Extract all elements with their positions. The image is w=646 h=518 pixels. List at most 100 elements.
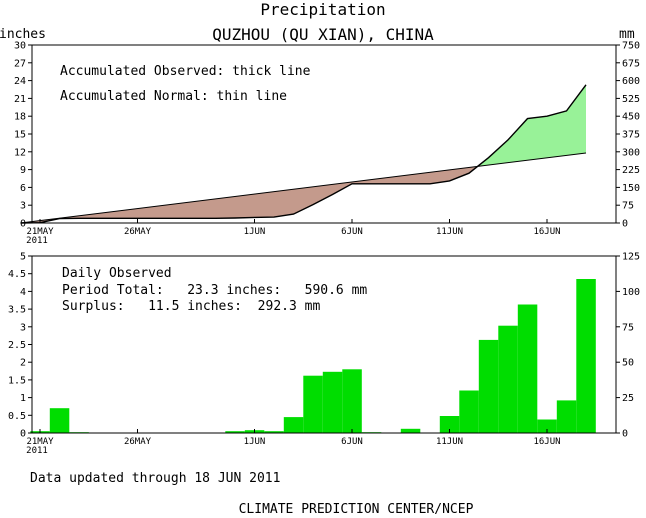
right-unit-label: mm	[619, 27, 635, 42]
daily-bar-14	[478, 339, 499, 433]
deficit-area-14-0	[293, 186, 313, 215]
accumulated-right-tick-label-9: 675	[622, 58, 640, 69]
deficit-area-11-0	[235, 194, 255, 218]
daily-right-tick-label-2: 50	[622, 358, 634, 369]
daily-left-tick-label-3: 1.5	[8, 375, 26, 386]
deficit-area-8-0	[176, 201, 196, 219]
daily-axes: 00.511.522.533.544.55025507510012521MAY2…	[8, 252, 640, 457]
daily-left-tick-label-8: 4	[20, 287, 26, 298]
accumulated-date-label-0: 21MAY	[26, 227, 54, 237]
deficit-area-18-0	[371, 177, 391, 184]
daily-date-label-2: 1JUN	[244, 437, 266, 447]
daily-bar-13	[459, 390, 479, 433]
accumulated-left-tick-label-8: 24	[14, 76, 26, 87]
deficit-area-5-0	[118, 208, 138, 219]
accumulated-date-label-1: 26MAY	[124, 227, 152, 237]
daily-bar-19	[576, 279, 596, 433]
daily-bar-17	[537, 419, 557, 433]
daily-left-tick-label-10: 5	[20, 252, 26, 263]
accumulated-right-tick-label-8: 600	[622, 76, 640, 87]
daily-left-tick-label-1: 0.5	[8, 411, 26, 422]
surplus-area-27-0	[547, 110, 567, 158]
daily-left-tick-label-9: 4.5	[8, 269, 26, 280]
deficit-area-9-0	[196, 198, 216, 219]
daily-bar-3	[225, 431, 245, 433]
surplus-text: Surplus: 11.5 inches: 292.3 mm	[62, 299, 320, 314]
accumulated-date-label-4: 11JUN	[436, 227, 463, 237]
source-credit: CLIMATE PREDICTION CENTER/NCEP	[239, 502, 474, 517]
left-unit-label: inches	[0, 27, 46, 42]
daily-left-tick-label-6: 3	[20, 322, 26, 333]
deficit-area-13-0	[274, 189, 294, 218]
deficit-area-12-0	[254, 191, 274, 218]
daily-date-label-1: 26MAY	[124, 437, 152, 447]
daily-date-label-3: 6JUN	[341, 437, 363, 447]
daily-bar-12	[439, 416, 460, 433]
accumulated-left-tick-label-10: 30	[14, 41, 26, 52]
accumulated-date-label-3: 6JUN	[341, 227, 363, 237]
accumulated-right-tick-label-3: 225	[622, 165, 640, 176]
accumulated-left-tick-label-0: 0	[20, 219, 26, 230]
daily-bars	[30, 279, 596, 433]
daily-left-tick-label-0: 0	[20, 429, 26, 440]
daily-left-tick-label-7: 3.5	[8, 305, 26, 316]
surplus-area-24-0	[488, 139, 508, 166]
surplus-area-25-0	[508, 118, 528, 163]
daily-right-tick-label-0: 0	[622, 429, 628, 440]
daily-right-tick-label-4: 100	[622, 287, 640, 298]
daily-bar-11	[400, 428, 421, 433]
accumulated-observed-note: Accumulated Observed: thick line	[60, 64, 311, 79]
daily-bar-18	[556, 400, 577, 433]
deficit-area-20-0	[410, 172, 430, 184]
accumulated-lines	[20, 84, 587, 224]
accumulated-difference-fill	[20, 84, 586, 223]
daily-date-label-4: 11JUN	[436, 437, 463, 447]
deficit-area-3-0	[79, 213, 99, 219]
deficit-area-10-0	[215, 196, 235, 219]
deficit-area-7-0	[157, 203, 177, 219]
chart-subtitle: QUZHOU (QU XIAN), CHINA	[212, 25, 434, 44]
accumulated-left-tick-label-4: 12	[14, 147, 26, 158]
accumulated-right-tick-label-7: 525	[622, 94, 640, 105]
accumulated-normal-line	[20, 152, 587, 224]
daily-left-tick-label-4: 2	[20, 358, 26, 369]
accumulated-right-tick-label-10: 750	[622, 41, 640, 52]
daily-bar-16	[517, 304, 538, 433]
accumulated-left-tick-label-2: 6	[20, 183, 26, 194]
daily-bar-7	[303, 375, 323, 433]
surplus-area-26-0	[527, 116, 547, 161]
daily-date-label-0: 21MAY	[26, 437, 54, 447]
daily-left-tick-label-2: 1	[20, 393, 26, 404]
chart-title: Precipitation	[260, 0, 385, 19]
daily-date-label-5: 16JUN	[533, 437, 560, 447]
deficit-area-15-0	[313, 184, 333, 205]
daily-bar-6	[283, 417, 304, 433]
accumulated-left-tick-label-9: 27	[14, 58, 26, 69]
daily-bar-8	[322, 371, 343, 433]
daily-observed-heading: Daily Observed	[62, 266, 172, 281]
accumulated-right-tick-label-6: 450	[622, 112, 640, 123]
daily-bar-5	[264, 431, 284, 433]
period-total-text: Period Total: 23.3 inches: 590.6 mm	[62, 283, 367, 298]
accumulated-left-tick-label-6: 18	[14, 112, 26, 123]
accumulated-normal-note: Accumulated Normal: thin line	[60, 89, 287, 104]
accumulated-observed-line	[20, 84, 587, 224]
deficit-area-6-0	[137, 206, 157, 219]
accumulated-right-tick-label-5: 375	[622, 130, 640, 141]
daily-right-tick-label-1: 25	[622, 393, 634, 404]
accumulated-right-tick-label-4: 300	[622, 147, 640, 158]
accumulated-left-tick-label-1: 3	[20, 201, 26, 212]
daily-year-label-0: 2011	[26, 446, 48, 456]
accumulated-left-tick-label-3: 9	[20, 165, 26, 176]
accumulated-year-label-0: 2011	[26, 236, 48, 246]
deficit-area-21-0	[430, 169, 450, 184]
accumulated-left-tick-label-5: 15	[14, 130, 26, 141]
surplus-area-28-0	[566, 84, 586, 156]
data-updated-text: Data updated through 18 JUN 2011	[30, 471, 280, 486]
accumulated-right-tick-label-1: 75	[622, 201, 634, 212]
accumulated-right-tick-label-0: 0	[622, 219, 628, 230]
accumulated-date-label-2: 1JUN	[244, 227, 266, 237]
accumulated-left-tick-label-7: 21	[14, 94, 26, 105]
accumulated-axes: 0369121518212427300751502253003754505256…	[14, 41, 640, 247]
daily-left-tick-label-5: 2.5	[8, 340, 26, 351]
